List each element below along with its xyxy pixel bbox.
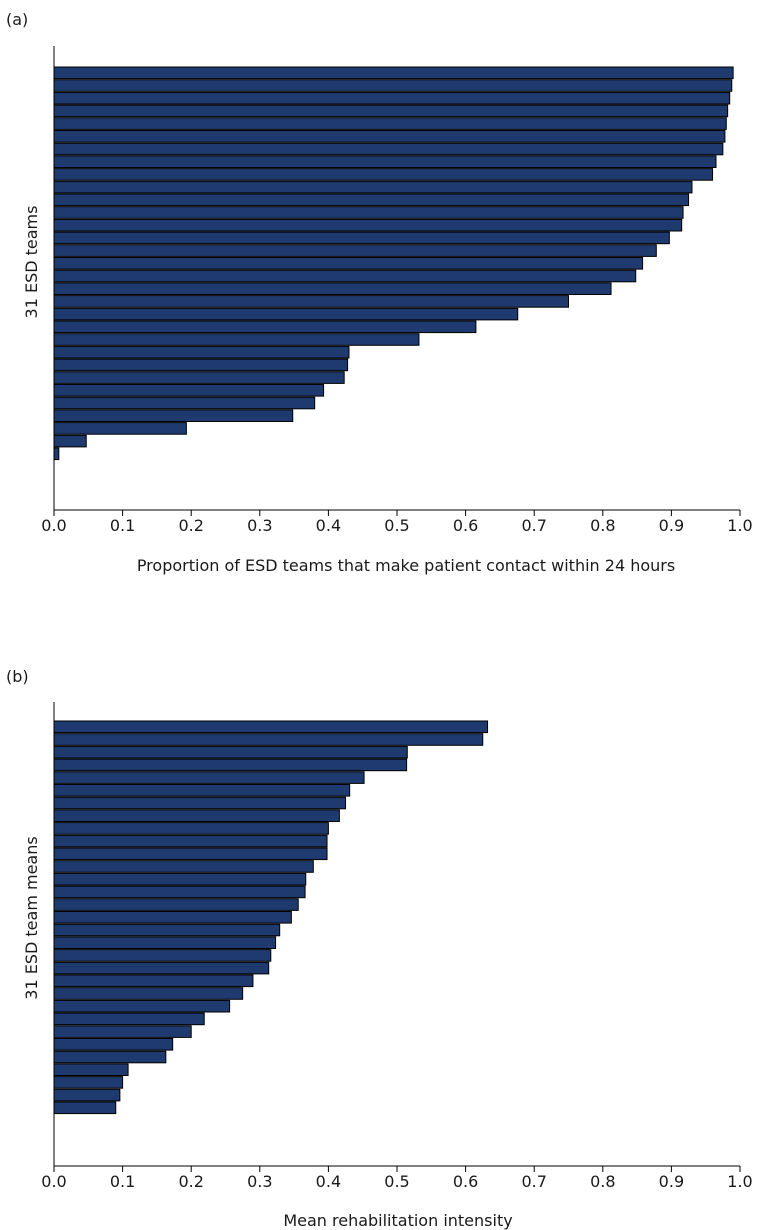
panel-a-bar-30 — [53, 434, 87, 448]
panel-b-bar-13 — [53, 872, 307, 886]
panel-b-bar-31 — [53, 1101, 117, 1115]
panel-b-x-tick-label: 1.0 — [727, 1172, 752, 1191]
panel-b-xlabel: Mean rehabilitation intensity — [283, 1211, 512, 1230]
panel-b-bar-8 — [53, 809, 340, 823]
panel-a: (a) 31 ESD teams Proportion of ESD teams… — [6, 10, 753, 575]
panel-a-x-tick-label: 0.0 — [41, 516, 66, 535]
panel-a-bar-3 — [53, 91, 731, 105]
panel-b-x-ticks: 0.0 0.1 0.2 0.3 0.4 0.5 0.6 0.7 0.8 0.9 1.0 — [41, 1166, 753, 1191]
panel-b-bar-28 — [53, 1063, 129, 1077]
panel-b-x-tick-label: 0.0 — [41, 1172, 66, 1191]
panel-a-bar-2 — [53, 79, 733, 92]
panel-b-bar-17 — [53, 923, 281, 937]
panel-b-label: (b) — [6, 667, 29, 686]
panel-a-bars — [53, 66, 734, 461]
panel-a-bar-29 — [53, 422, 187, 435]
panel-a-bar-28 — [53, 409, 294, 422]
panel-b-bar-12 — [53, 860, 314, 873]
panel-b-bar-25 — [53, 1025, 192, 1038]
panel-b-bar-29 — [53, 1076, 124, 1089]
panel-a-bar-11 — [53, 193, 690, 207]
panel-b-bar-2 — [53, 733, 484, 746]
panel-a-bar-12 — [53, 206, 684, 219]
panel-a-bar-17 — [53, 269, 637, 283]
panel-b-x-tick-label: 0.9 — [659, 1172, 684, 1191]
panel-b-bar-7 — [53, 796, 347, 810]
panel-b-bar-30 — [53, 1088, 121, 1102]
panel-a-bar-24 — [53, 358, 349, 372]
panel-b-bar-14 — [53, 885, 306, 899]
panel-a-x-tick-label: 0.7 — [521, 516, 546, 535]
panel-b-ylabel: 31 ESD team means — [22, 836, 41, 999]
panel-a-bar-6 — [53, 130, 726, 143]
panel-b-bar-27 — [53, 1050, 167, 1064]
panel-b-bar-21 — [53, 974, 254, 988]
panel-a-bar-4 — [53, 104, 729, 118]
panel-b-x-tick-label: 0.6 — [453, 1172, 478, 1191]
panel-b-x-tick-label: 0.7 — [521, 1172, 546, 1191]
panel-b-x-tick-label: 0.2 — [178, 1172, 203, 1191]
panel-a-x-ticks: 0.0 0.1 0.2 0.3 0.4 0.5 0.6 0.7 0.8 0.9 1.0 — [41, 510, 753, 535]
panel-a-bar-31 — [53, 447, 60, 461]
panel-a-bar-20 — [53, 307, 519, 321]
panel-a-bar-7 — [53, 142, 724, 156]
panel-a-bar-8 — [53, 155, 717, 168]
panel-a-bar-1 — [53, 66, 734, 80]
panel-a-bar-9 — [53, 168, 714, 181]
panel-b-x-tick-label: 0.5 — [384, 1172, 409, 1191]
panel-b-x-tick-label: 0.3 — [247, 1172, 272, 1191]
panel-a-x-tick-label: 0.2 — [178, 516, 203, 535]
panel-a-bar-21 — [53, 320, 477, 334]
panel-a-bar-18 — [53, 282, 612, 295]
panel-a-bar-19 — [53, 295, 569, 308]
panel-b-bar-6 — [53, 784, 351, 797]
panel-b-bar-15 — [53, 898, 299, 911]
panel-b-bar-4 — [53, 758, 408, 772]
panel-b-bar-22 — [53, 987, 244, 1000]
panel-a-bar-5 — [53, 117, 727, 130]
panel-b-bar-24 — [53, 1012, 205, 1026]
panel-b-bar-16 — [53, 911, 292, 924]
panel-a-bar-16 — [53, 257, 644, 270]
panel-b-bars — [53, 720, 489, 1115]
panel-a-x-tick-label: 0.1 — [110, 516, 135, 535]
panel-a-x-tick-label: 0.5 — [384, 516, 409, 535]
panel-b-bar-11 — [53, 847, 328, 861]
panel-a-bar-27 — [53, 396, 316, 410]
panel-a-bar-22 — [53, 333, 420, 346]
panel-a-bar-13 — [53, 218, 683, 232]
panel-a-x-tick-label: 0.3 — [247, 516, 272, 535]
panel-b-bar-10 — [53, 834, 328, 848]
panel-b-bar-5 — [53, 771, 365, 784]
panel-a-x-tick-label: 0.4 — [316, 516, 341, 535]
panel-b-bar-19 — [53, 949, 272, 962]
panel-a-x-tick-label: 0.9 — [659, 516, 684, 535]
panel-b-bar-1 — [53, 720, 489, 734]
panel-b-x-tick-label: 0.4 — [316, 1172, 341, 1191]
panel-a-xlabel: Proportion of ESD teams that make patien… — [137, 556, 675, 575]
panel-b-x-tick-label: 0.8 — [590, 1172, 615, 1191]
panel-a-bar-25 — [53, 371, 345, 384]
panel-a-ylabel: 31 ESD teams — [22, 206, 41, 319]
panel-b-bar-26 — [53, 1038, 174, 1051]
panel-b-bar-18 — [53, 936, 277, 950]
panel-b-bar-9 — [53, 822, 329, 835]
panel-b-bar-20 — [53, 961, 270, 975]
panel-a-bar-15 — [53, 244, 657, 257]
panel-a-x-tick-label: 1.0 — [727, 516, 752, 535]
panel-a-bar-26 — [53, 384, 325, 397]
panel-b-bar-23 — [53, 999, 231, 1013]
panel-a-x-tick-label: 0.8 — [590, 516, 615, 535]
panel-a-x-tick-label: 0.6 — [453, 516, 478, 535]
panel-b-x-tick-label: 0.1 — [110, 1172, 135, 1191]
panel-a-label: (a) — [6, 10, 28, 29]
panel-a-bar-23 — [53, 345, 350, 359]
panel-a-bar-14 — [53, 231, 670, 245]
panel-b-bar-3 — [53, 745, 408, 759]
panel-a-bar-10 — [53, 180, 693, 194]
panel-b: (b) 31 ESD team means Mean rehabilitatio… — [6, 667, 753, 1230]
